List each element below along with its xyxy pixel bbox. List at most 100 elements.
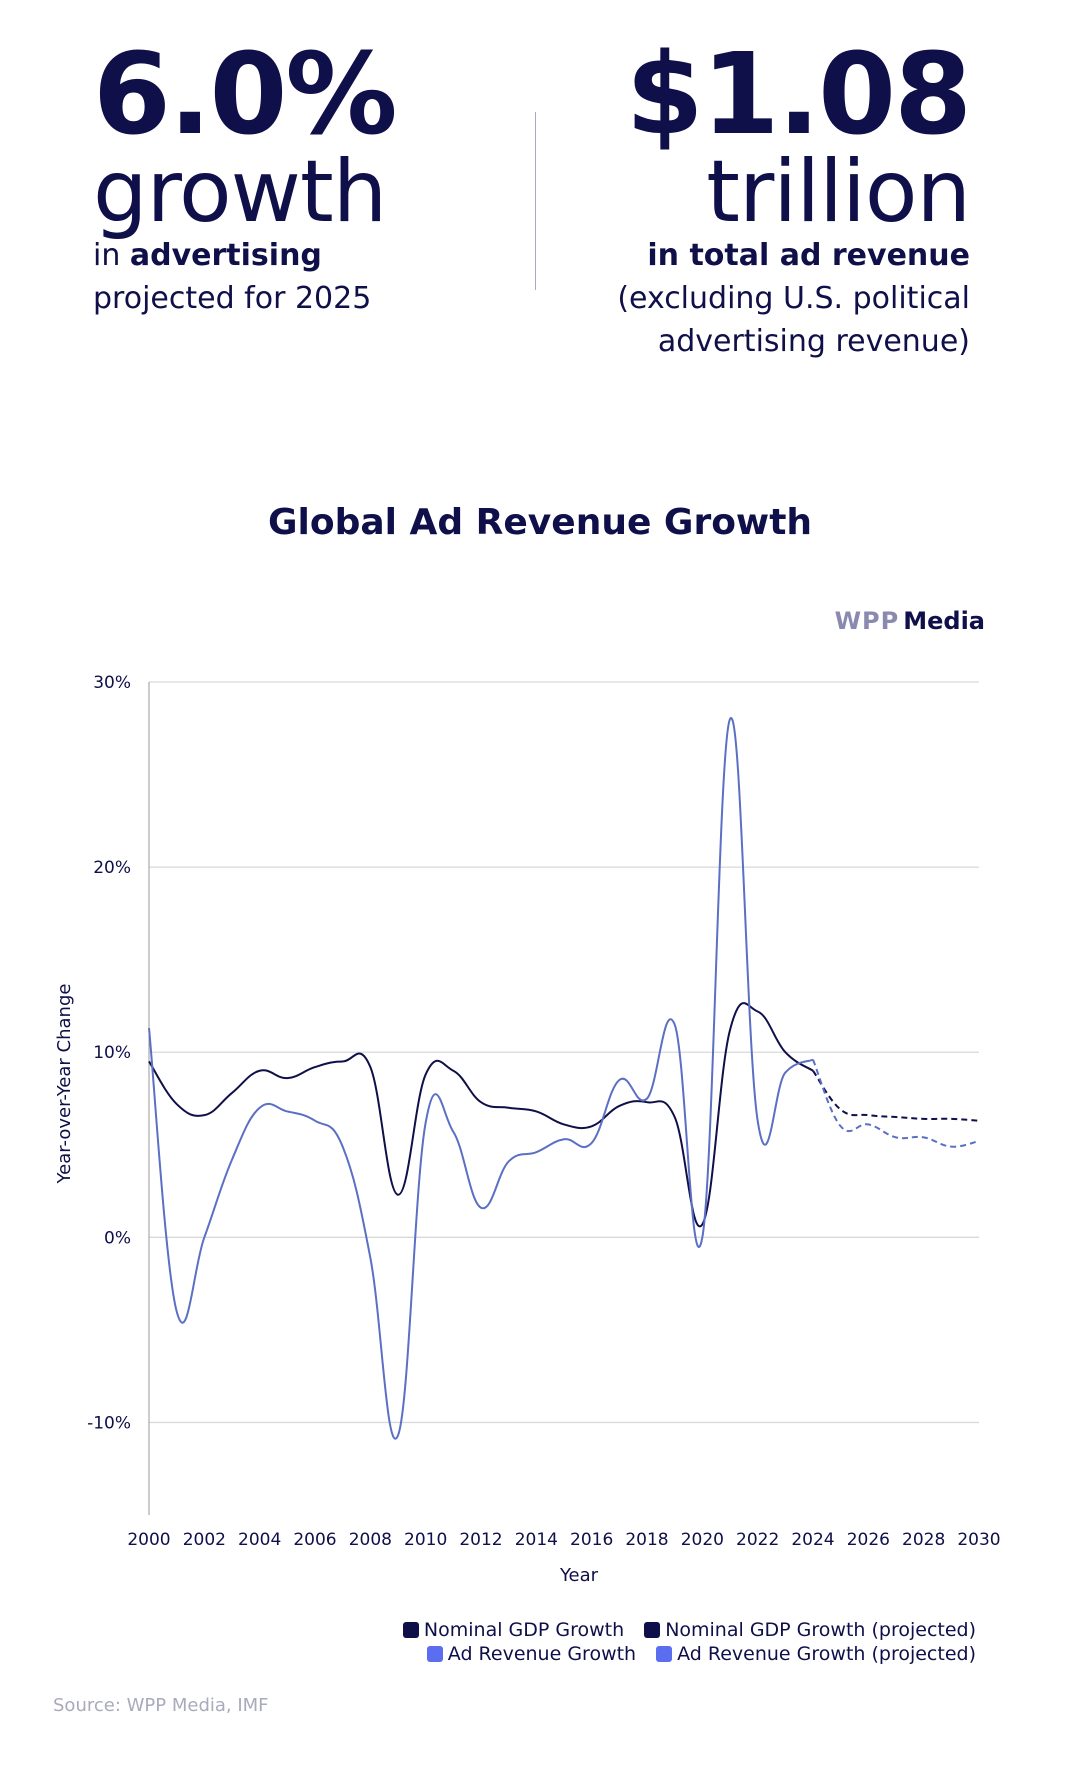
data-point-ad-revenue-growth <box>397 1434 399 1436</box>
data-point-ad-revenue-growth <box>259 1107 261 1109</box>
source-note: Source: WPP Media, IMF <box>53 1695 269 1716</box>
chart-legend: Nominal GDP Growth Nominal GDP Growth (pr… <box>156 1618 976 1666</box>
data-point-nominal-gdp-growth <box>203 1114 205 1116</box>
data-point-ad-revenue-growth <box>425 1122 427 1124</box>
data-point-ad-revenue-growth <box>701 1236 703 1238</box>
data-point-nominal-gdp-growth <box>148 1060 150 1062</box>
legend-label: Ad Revenue Growth (projected) <box>677 1643 976 1665</box>
growth-percentage: 6.0% <box>93 30 398 160</box>
data-point-ad-revenue-growth <box>757 1120 759 1122</box>
revenue-amount: $1.08 <box>625 30 972 160</box>
data-point-nominal-gdp-growth-projected <box>840 1109 842 1111</box>
x-tick-label: 2024 <box>791 1530 834 1550</box>
y-tick-label: 30% <box>93 673 131 693</box>
data-point-nominal-gdp-growth <box>314 1066 316 1068</box>
legend-swatch <box>644 1622 661 1638</box>
y-tick-label: 0% <box>104 1228 131 1248</box>
line-chart: 30% 20% 10% 0% -10% 2000 2002 2004 2006 2008 2010 2… <box>54 673 1001 1586</box>
y-tick-label: -10% <box>87 1413 131 1433</box>
series-line-ad-revenue-growth <box>148 717 814 1440</box>
x-tick-label: 2000 <box>127 1530 170 1550</box>
data-point-ad-revenue-growth <box>452 1131 454 1133</box>
data-point-ad-revenue-growth <box>508 1160 510 1162</box>
data-point-nominal-gdp-growth-projected <box>978 1120 980 1122</box>
legend-label: Nominal GDP Growth <box>423 1619 625 1641</box>
data-point-ad-revenue-growth <box>286 1110 288 1112</box>
data-point-nominal-gdp-growth-projected <box>895 1116 897 1118</box>
data-point-nominal-gdp-growth <box>757 1010 759 1012</box>
legend-item: Nominal GDP Growth (projected) <box>644 1618 976 1642</box>
stat-divider <box>535 112 536 290</box>
data-point-nominal-gdp-growth <box>259 1070 261 1072</box>
growth-subtitle-line2: projected for 2025 <box>93 281 372 316</box>
data-point-ad-revenue-growth <box>176 1310 178 1312</box>
data-point-nominal-gdp-growth <box>729 1029 731 1031</box>
data-point-ad-revenue-growth <box>535 1151 537 1153</box>
data-point-nominal-gdp-growth <box>342 1060 344 1062</box>
data-point-nominal-gdp-growth <box>397 1194 399 1196</box>
x-tick-label: 2030 <box>957 1530 1000 1550</box>
growth-word: growth <box>93 142 387 242</box>
data-point-ad-revenue-growth-projected <box>978 1140 980 1142</box>
data-point-nominal-gdp-growth <box>674 1116 676 1118</box>
data-point-ad-revenue-growth <box>369 1257 371 1259</box>
y-tick-label: 10% <box>93 1043 131 1063</box>
legend-label: Ad Revenue Growth <box>447 1643 637 1665</box>
data-point-nominal-gdp-growth-projected <box>867 1114 869 1116</box>
data-point-ad-revenue-growth <box>314 1120 316 1122</box>
data-point-nominal-gdp-growth <box>563 1123 565 1125</box>
logo-wpp: WPP <box>834 607 900 635</box>
data-point-ad-revenue-growth <box>729 718 731 720</box>
x-tick-label: 2002 <box>183 1530 226 1550</box>
data-point-ad-revenue-growth <box>203 1236 205 1238</box>
x-tick-label: 2016 <box>570 1530 613 1550</box>
revenue-subtitle-line3: advertising revenue) <box>657 324 970 359</box>
data-point-ad-revenue-growth-projected <box>812 1059 814 1061</box>
series-line-ad-revenue-growth-projected <box>812 1059 980 1148</box>
chart-title: Global Ad Revenue Growth <box>267 502 813 543</box>
data-point-ad-revenue-growth-projected <box>950 1146 952 1148</box>
data-point-ad-revenue-growth <box>674 1023 676 1025</box>
data-point-nominal-gdp-growth <box>176 1103 178 1105</box>
x-axis-label: Year <box>559 1565 599 1586</box>
x-tick-label: 2028 <box>902 1530 945 1550</box>
legend-swatch <box>402 1622 419 1638</box>
left-stat: 6.0% growth in advertising projected for… <box>93 30 398 320</box>
data-point-nominal-gdp-growth <box>286 1077 288 1079</box>
right-stat: $1.08 trillion in total ad revenue (excl… <box>617 30 972 363</box>
data-point-ad-revenue-growth <box>784 1072 786 1074</box>
data-point-nominal-gdp-growth <box>231 1092 233 1094</box>
x-tick-label: 2018 <box>625 1530 668 1550</box>
series-line-nominal-gdp-growth <box>148 1002 814 1228</box>
series-line-nominal-gdp-growth-projected <box>812 1070 980 1122</box>
data-point-nominal-gdp-growth-projected <box>812 1070 814 1072</box>
data-point-nominal-gdp-growth-projected <box>923 1118 925 1120</box>
logo-media: Media <box>903 607 985 635</box>
data-point-nominal-gdp-growth <box>425 1073 427 1075</box>
data-point-ad-revenue-growth <box>342 1146 344 1148</box>
legend-swatch <box>656 1646 673 1662</box>
revenue-subtitle-line2: (excluding U.S. political <box>617 281 970 316</box>
data-point-ad-revenue-growth <box>563 1138 565 1140</box>
data-point-ad-revenue-growth <box>480 1207 482 1209</box>
x-tick-label: 2014 <box>515 1530 558 1550</box>
revenue-subtitle-bold-text: in total ad revenue <box>647 238 970 273</box>
legend-label: Nominal GDP Growth (projected) <box>665 1619 976 1641</box>
x-tick-label: 2022 <box>736 1530 779 1550</box>
data-point-nominal-gdp-growth <box>591 1125 593 1127</box>
legend-item: Nominal GDP Growth <box>402 1618 625 1642</box>
data-point-ad-revenue-growth <box>148 1027 150 1029</box>
data-point-nominal-gdp-growth <box>452 1070 454 1072</box>
data-point-nominal-gdp-growth <box>646 1101 648 1103</box>
x-tick-label: 2008 <box>349 1530 392 1550</box>
wpp-media-logo: WPP Media <box>835 607 985 635</box>
growth-subtitle-pre: in <box>93 238 130 273</box>
data-point-ad-revenue-growth-projected <box>923 1136 925 1138</box>
y-tick-label: 20% <box>93 858 131 878</box>
growth-subtitle-bold: advertising <box>129 238 322 273</box>
data-point-nominal-gdp-growth <box>508 1107 510 1109</box>
data-point-nominal-gdp-growth <box>369 1066 371 1068</box>
x-tick-label: 2012 <box>459 1530 502 1550</box>
legend-swatch <box>426 1646 443 1662</box>
x-tick-label: 2020 <box>681 1530 724 1550</box>
